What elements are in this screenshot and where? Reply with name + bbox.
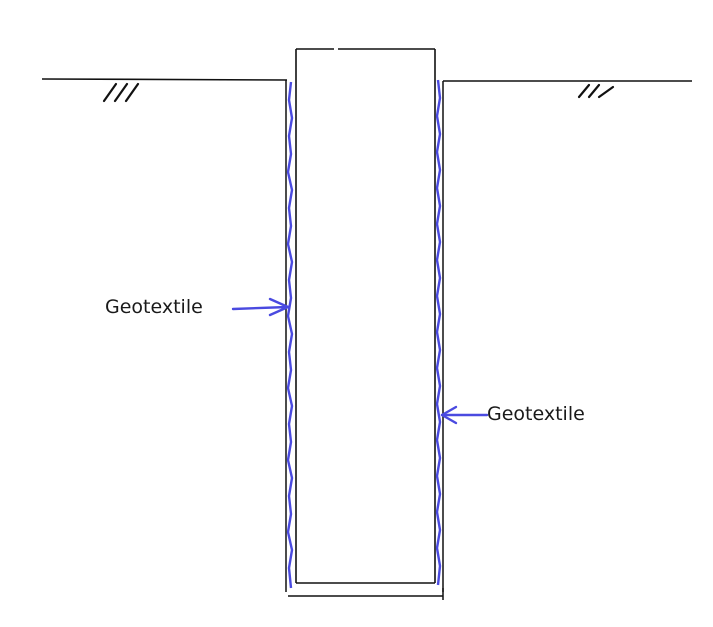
geotextile-label-right: Geotextile [487, 403, 585, 425]
soil-hatch-left [102, 82, 140, 103]
geotextile-right [435, 79, 442, 586]
arrow-left [231, 297, 290, 317]
ground-line-left [41, 78, 288, 81]
geotextile-label-left: Geotextile [105, 296, 203, 318]
soil-hatch-right [577, 83, 615, 99]
geotextile-left [286, 81, 294, 589]
arrow-right [440, 405, 489, 425]
